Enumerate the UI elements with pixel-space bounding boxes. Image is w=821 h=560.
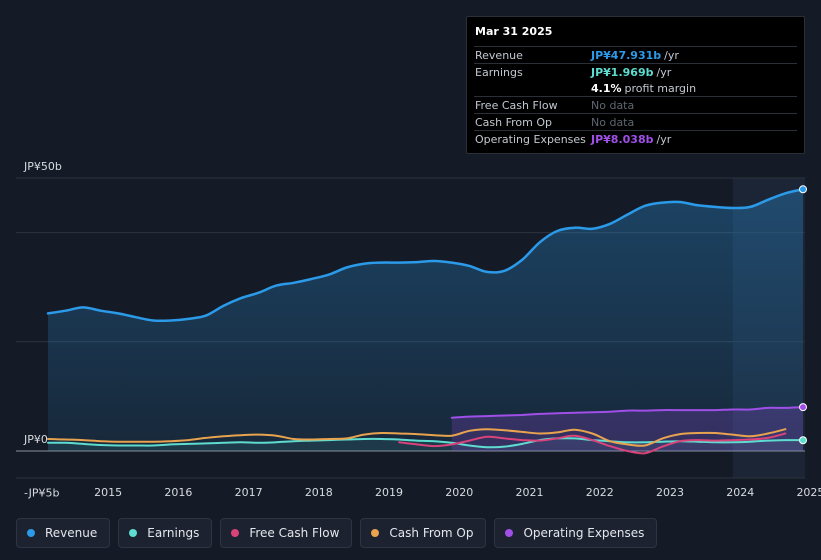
legend-dot-icon: [231, 529, 240, 537]
legend-label: Revenue: [45, 526, 98, 540]
y-axis-labels: JP¥50b JP¥0 -JP¥5b: [23, 160, 62, 499]
legend-item[interactable]: Revenue: [16, 518, 111, 548]
tooltip-row-value: 4.1%: [591, 81, 622, 95]
legend-dot-icon: [27, 529, 35, 537]
tooltip-row: Operating Expenses JP¥8.038b/yr: [474, 130, 797, 147]
x-axis-label: 2017: [235, 486, 263, 499]
legend-dot-icon: [505, 529, 514, 537]
revenue-endpoint: [799, 185, 807, 194]
tooltip-row: Cash From Op No data: [474, 113, 797, 130]
tooltip-row-label: Earnings: [475, 65, 523, 79]
tooltip-row-unit: /yr: [664, 48, 679, 62]
tooltip-row-unit: /yr: [656, 65, 672, 79]
tooltip-row-unit: profit margin: [624, 81, 697, 95]
x-axis-label: 2018: [305, 486, 333, 499]
cash-from-op-line: [47, 428, 787, 447]
tooltip-row: Earnings JP¥1.969b/yr: [474, 63, 797, 80]
y-axis-label: JP¥50b: [23, 160, 62, 173]
tooltip-row-label: Free Cash Flow: [475, 98, 558, 112]
revenue-line: [46, 188, 805, 323]
tooltip-row-value: JP¥8.038b: [591, 132, 654, 146]
tooltip-row: Free Cash Flow No data: [474, 96, 797, 113]
legend-label: Operating Expenses: [523, 526, 645, 540]
legend-item[interactable]: Free Cash Flow: [220, 518, 353, 548]
tooltip-row-value: JP¥1.969b: [591, 65, 654, 79]
x-axis-label: 2022: [586, 486, 614, 499]
free-cash-flow-line: [398, 432, 787, 455]
legend: Revenue Earnings Free Cash Flow Cash From O…: [16, 518, 665, 548]
series-lines: [46, 188, 805, 455]
tooltip-row-value: No data: [591, 98, 635, 112]
x-axis-label: 2025: [796, 486, 821, 499]
x-axis-labels: 2015 2016 2017 2018 2019 2020 2021 2022 2023 2024…: [94, 486, 821, 499]
legend-dot-icon: [371, 529, 380, 537]
tooltip-rows: Revenue JP¥47.931b/yr Earnings JP¥1.969b/yr…: [474, 46, 797, 147]
x-axis-label: 2024: [726, 486, 754, 499]
tooltip-row-label: Cash From Op: [475, 115, 553, 129]
x-axis-label: 2023: [656, 486, 684, 499]
series-endpoints: [799, 185, 807, 445]
legend-item[interactable]: Earnings: [118, 518, 213, 548]
legend-item[interactable]: Operating Expenses: [494, 518, 658, 548]
operating-expenses-line: [450, 406, 804, 419]
x-axis-label: 2015: [94, 486, 122, 499]
tooltip-row-unit: /yr: [656, 132, 672, 146]
legend-label: Free Cash Flow: [249, 526, 340, 540]
tooltip-row: 4.1% profit margin: [474, 80, 797, 96]
legend-label: Earnings: [147, 526, 200, 540]
operating-expenses-endpoint: [799, 403, 807, 412]
x-axis-label: 2020: [445, 486, 473, 499]
legend-dot-icon: [129, 529, 138, 537]
legend-label: Cash From Op: [389, 526, 474, 540]
tooltip: Mar 31 2025 Revenue JP¥47.931b/yr Earnings…: [466, 16, 805, 154]
tooltip-row: Revenue JP¥47.931b/yr: [474, 46, 797, 63]
earnings-endpoint: [799, 436, 807, 445]
tooltip-date: Mar 31 2025: [475, 25, 553, 38]
tooltip-row-value: JP¥47.931b: [591, 48, 662, 62]
legend-item[interactable]: Cash From Op: [360, 518, 487, 548]
revenue-area: [48, 189, 803, 452]
tooltip-row-value: No data: [591, 115, 635, 129]
x-axis-label: 2021: [516, 486, 544, 499]
tooltip-row-label: Operating Expenses: [475, 132, 586, 146]
tooltip-row-label: Revenue: [475, 48, 523, 62]
y-axis-label: JP¥0: [23, 433, 48, 446]
x-axis-label: 2016: [164, 486, 192, 499]
y-axis-label: -JP¥5b: [24, 486, 59, 499]
x-axis-label: 2019: [375, 486, 403, 499]
